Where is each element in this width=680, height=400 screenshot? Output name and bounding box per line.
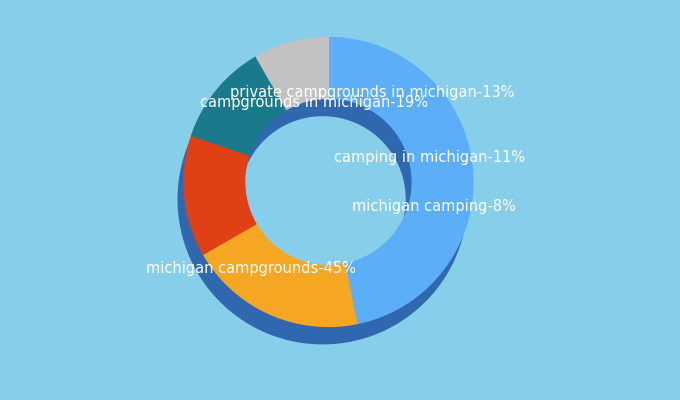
Polygon shape	[184, 136, 256, 254]
Polygon shape	[203, 224, 356, 326]
Text: michigan campgrounds-45%: michigan campgrounds-45%	[146, 261, 356, 276]
Text: camping in michigan-11%: camping in michigan-11%	[334, 150, 525, 165]
Polygon shape	[198, 241, 351, 344]
Polygon shape	[250, 55, 323, 127]
Polygon shape	[186, 74, 281, 172]
Text: campgrounds in michigan-19%: campgrounds in michigan-19%	[200, 95, 428, 110]
Polygon shape	[178, 153, 250, 272]
Polygon shape	[192, 57, 286, 155]
Polygon shape	[328, 38, 473, 324]
Polygon shape	[256, 38, 328, 109]
Polygon shape	[323, 55, 467, 341]
Text: michigan camping-8%: michigan camping-8%	[352, 199, 515, 214]
Text: private campgrounds in michigan-13%: private campgrounds in michigan-13%	[230, 85, 514, 100]
